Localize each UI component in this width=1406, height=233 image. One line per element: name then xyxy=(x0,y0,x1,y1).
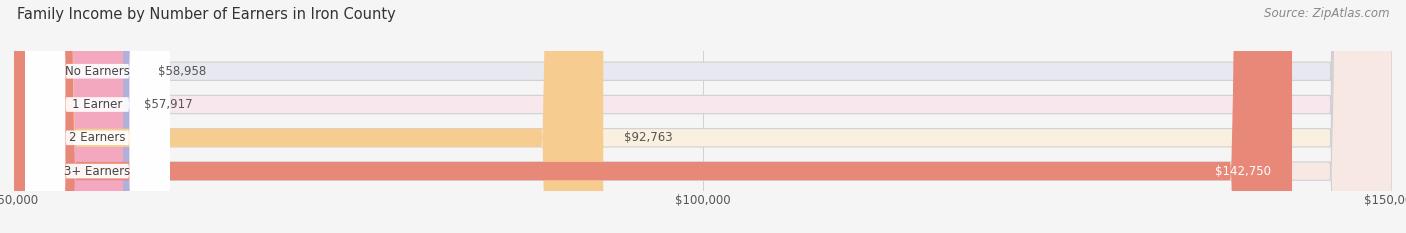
FancyBboxPatch shape xyxy=(25,0,170,233)
FancyBboxPatch shape xyxy=(14,0,138,233)
Text: $58,958: $58,958 xyxy=(157,65,207,78)
FancyBboxPatch shape xyxy=(14,0,124,233)
FancyBboxPatch shape xyxy=(14,0,1292,233)
FancyBboxPatch shape xyxy=(14,0,1392,233)
FancyBboxPatch shape xyxy=(14,0,1392,233)
FancyBboxPatch shape xyxy=(14,0,603,233)
Text: $57,917: $57,917 xyxy=(143,98,193,111)
Text: 3+ Earners: 3+ Earners xyxy=(65,164,131,178)
Text: Family Income by Number of Earners in Iron County: Family Income by Number of Earners in Ir… xyxy=(17,7,395,22)
Text: No Earners: No Earners xyxy=(65,65,129,78)
FancyBboxPatch shape xyxy=(25,0,170,233)
FancyBboxPatch shape xyxy=(25,0,170,233)
FancyBboxPatch shape xyxy=(14,0,1392,233)
Text: $92,763: $92,763 xyxy=(624,131,672,144)
Text: 1 Earner: 1 Earner xyxy=(72,98,122,111)
FancyBboxPatch shape xyxy=(25,0,170,233)
FancyBboxPatch shape xyxy=(14,0,1392,233)
Text: 2 Earners: 2 Earners xyxy=(69,131,125,144)
Text: $142,750: $142,750 xyxy=(1215,164,1271,178)
Text: Source: ZipAtlas.com: Source: ZipAtlas.com xyxy=(1264,7,1389,20)
